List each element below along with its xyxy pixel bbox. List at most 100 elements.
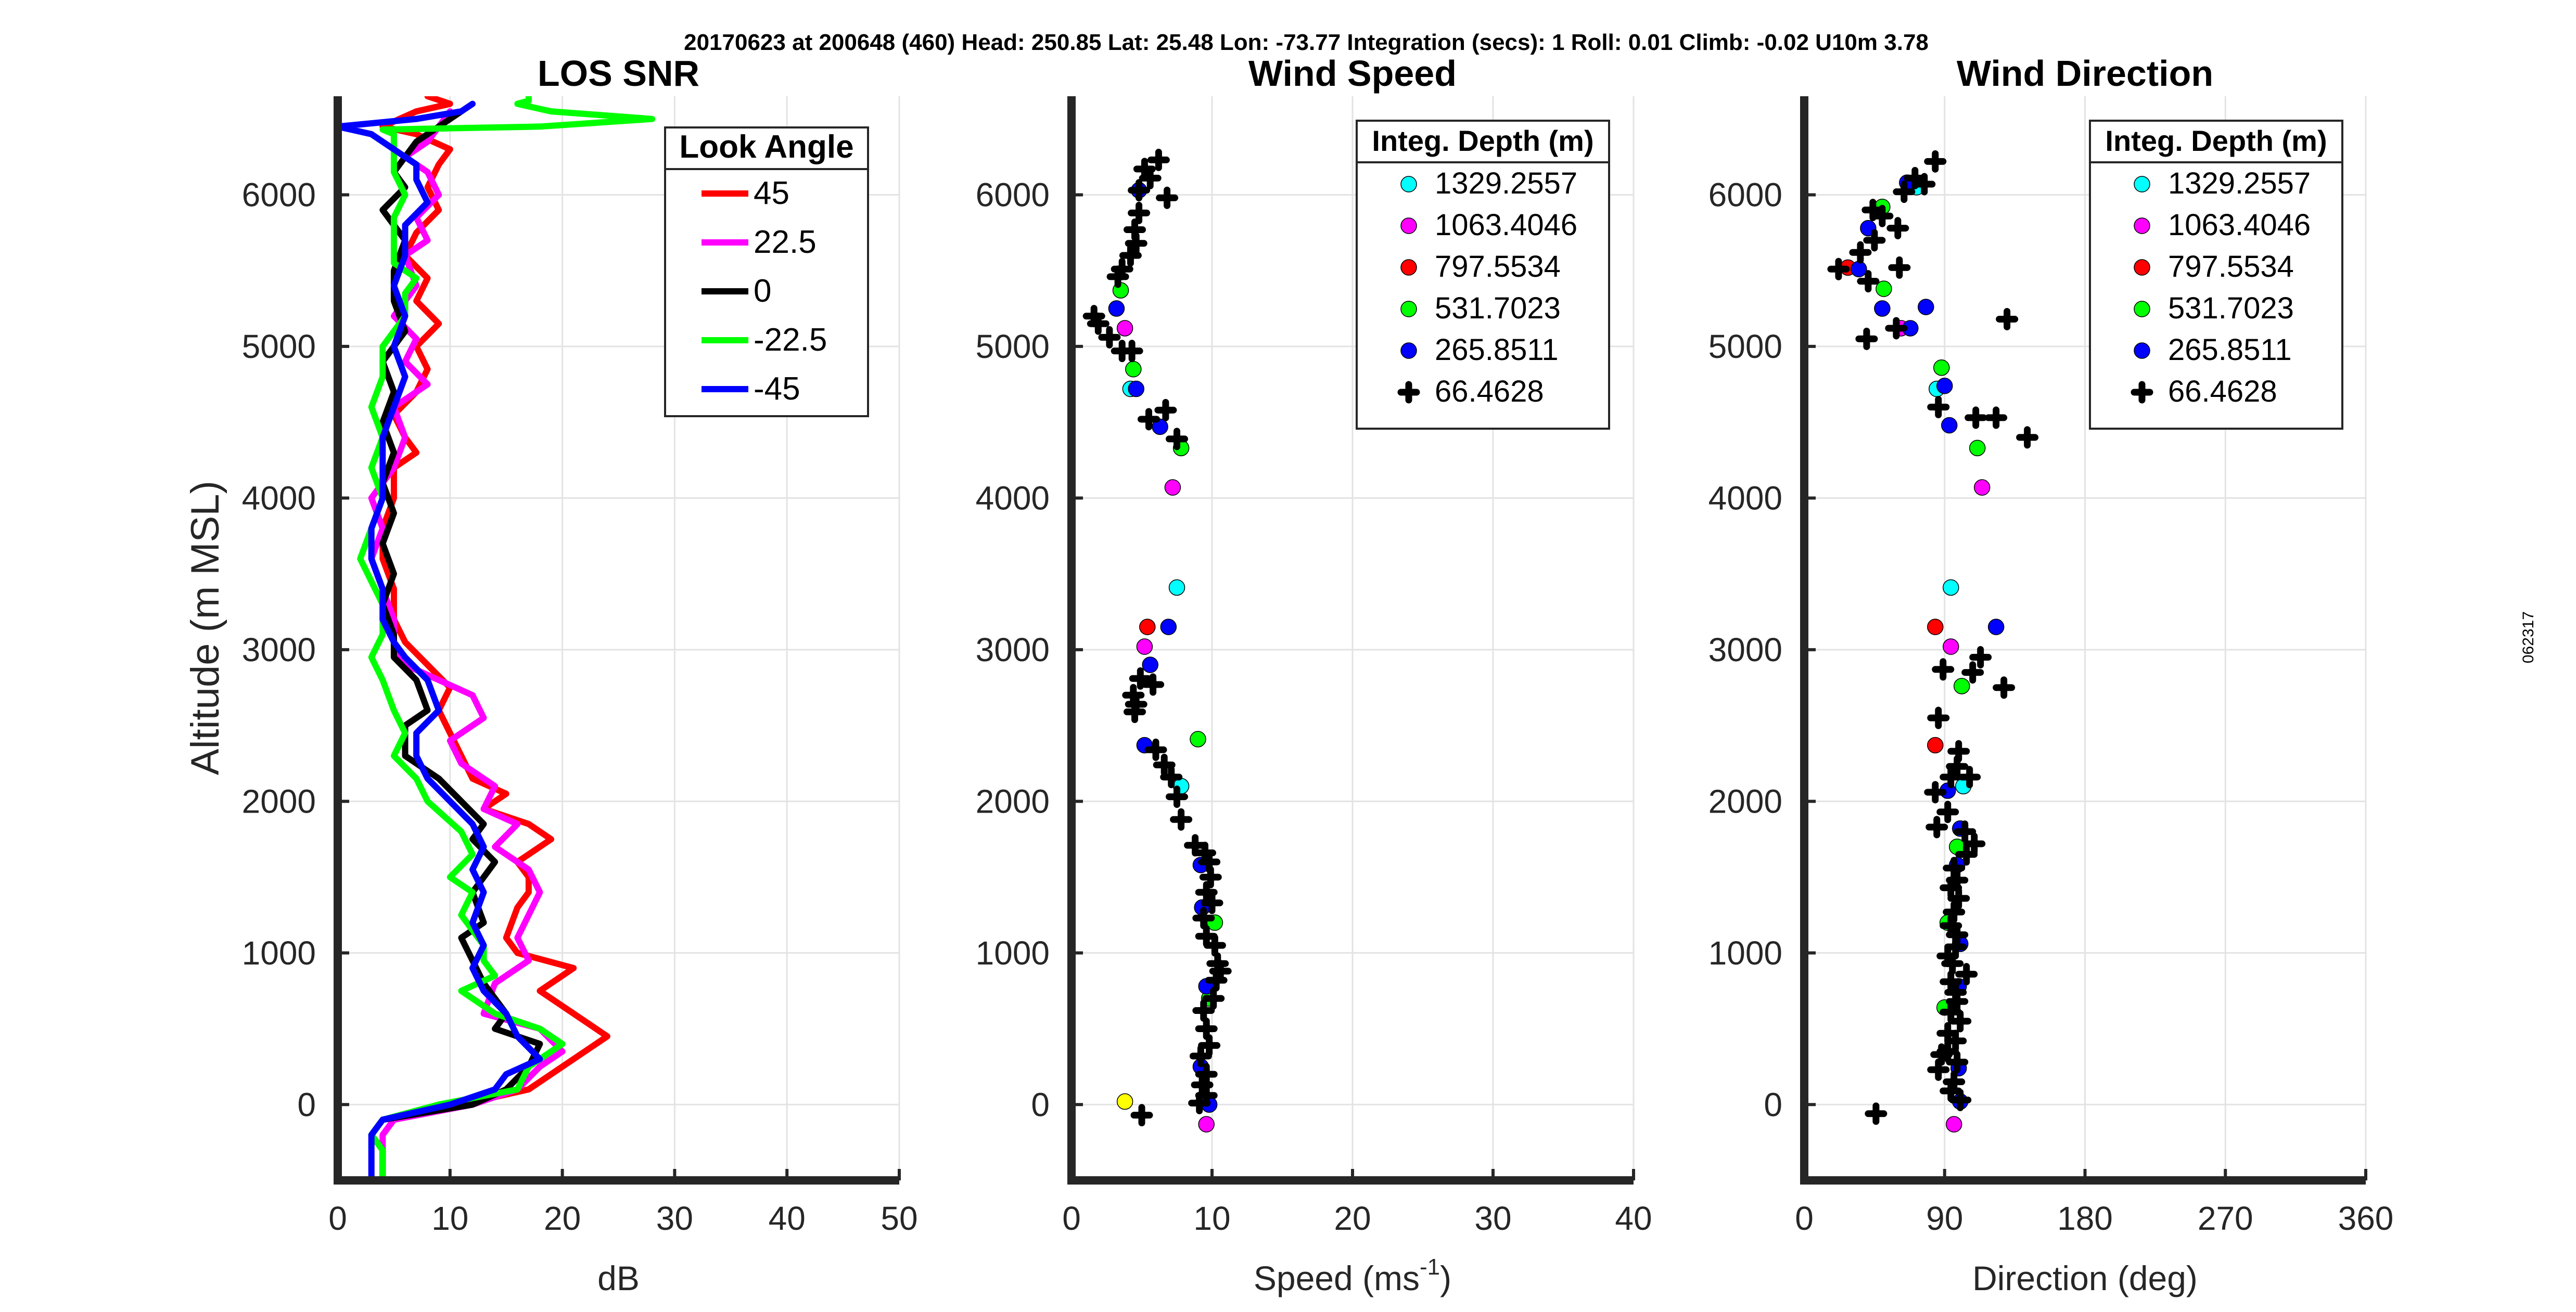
point-66-4628 — [1924, 781, 1947, 804]
point-66-4628 — [1198, 1034, 1221, 1057]
point-66-4628 — [1927, 396, 1950, 419]
x-tick-label: 0 — [1062, 1200, 1081, 1237]
y-tick-label: 4000 — [1708, 479, 1782, 517]
point-66-4628 — [1955, 843, 1978, 866]
point-66-4628 — [1125, 232, 1147, 255]
legend-label: 797.5534 — [2168, 250, 2294, 284]
point-66-4628 — [1946, 1051, 1969, 1074]
legend-label: 0 — [754, 273, 771, 309]
point-66-4628 — [1930, 1043, 1953, 1066]
point-66-4628 — [1969, 646, 1992, 668]
x-axis-label-end: ) — [1440, 1259, 1451, 1297]
point-66-4628 — [1087, 312, 1110, 335]
x-tick-label: 20 — [544, 1200, 581, 1237]
point-66-4628 — [1827, 258, 1850, 280]
point-66-4628 — [1144, 738, 1167, 761]
point-66-4628 — [1139, 166, 1162, 189]
legend-swatch-531-7023 — [1400, 301, 1417, 317]
legend-swatch-797-5534 — [2134, 259, 2150, 276]
x-tick-label: 360 — [2338, 1200, 2394, 1237]
point-66-4628 — [1865, 1102, 1888, 1125]
point-66-4628 — [1138, 408, 1160, 431]
point-66-4628 — [1128, 179, 1151, 202]
y-tick-label: 2000 — [242, 782, 316, 820]
point-66-4628 — [1940, 1079, 1962, 1102]
legend-label: -22.5 — [754, 322, 827, 358]
x-tick-label: 180 — [2057, 1200, 2113, 1237]
legend-title: Integ. Depth (m) — [2105, 124, 2327, 157]
legend-label: 22.5 — [754, 224, 817, 260]
point-1063-4046 — [1136, 638, 1153, 655]
point-265-8511 — [1987, 619, 2005, 635]
y-tick-label: 3000 — [242, 631, 316, 668]
x-tick-label: 0 — [1795, 1200, 1814, 1237]
point-66-4628 — [1944, 1030, 1967, 1052]
x-tick-label: 10 — [1193, 1200, 1230, 1237]
chart-title: Wind Direction — [1957, 53, 2213, 94]
legend-swatch-1063-4046 — [2134, 217, 2150, 234]
point-66-4628 — [1098, 326, 1121, 349]
wind-direction-panel: 0 90 180 270 360 0 1000 2000 3000 4000 5000 6000 Win… — [1708, 53, 2394, 1297]
legend-label: 66.4628 — [2168, 375, 2277, 408]
x-tick-label: 30 — [1474, 1200, 1511, 1237]
point-66-4628 — [1924, 150, 1947, 173]
point-1329-2557 — [1168, 579, 1185, 596]
legend: Look Angle 45 22.5 0 -22.5 -45 — [664, 126, 869, 417]
legend-label: 265.8511 — [1435, 333, 1559, 367]
legend-label: 66.4628 — [1435, 375, 1544, 408]
x-tick-label: 20 — [1334, 1200, 1371, 1237]
point-265-8511 — [1142, 657, 1158, 673]
legend-label: 1063.4046 — [2168, 208, 2311, 242]
point-66-4628 — [1940, 766, 1962, 789]
point-66-4628 — [1857, 270, 1880, 293]
x-tick-label: 270 — [2198, 1200, 2253, 1237]
legend-label: 1063.4046 — [1435, 208, 1577, 242]
y-tick-label: 0 — [1764, 1086, 1782, 1123]
x-tick-label: 90 — [1926, 1200, 1963, 1237]
x-axis-label-main: Direction (deg) — [1972, 1259, 2198, 1297]
point-265-8511 — [1874, 300, 1891, 317]
plot-area — [338, 96, 656, 1180]
point-66-4628 — [1203, 934, 1226, 957]
y-tick-label: 6000 — [976, 176, 1050, 213]
y-tick-label: 2000 — [976, 782, 1050, 820]
x-axis-label: Speed (ms-1) — [1254, 1254, 1451, 1297]
legend-swatch-265-8511 — [2134, 342, 2150, 359]
legend-swatch-1063-4046 — [1400, 217, 1417, 234]
y-tick-label: 4000 — [242, 479, 316, 517]
series-line-22-5 — [357, 96, 656, 1180]
point-66-4628 — [2016, 426, 2039, 449]
legend-label: 531.7023 — [1435, 291, 1561, 325]
point-66-4628 — [1130, 1104, 1153, 1127]
legend-swatch-1329-2557 — [2134, 176, 2150, 192]
y-tick-label: 5000 — [1708, 328, 1782, 365]
point-66-4628 — [1195, 925, 1218, 948]
chart-title: Wind Speed — [1248, 53, 1457, 94]
point-1063-4046 — [1973, 479, 1991, 496]
point-265-8511 — [1108, 300, 1125, 317]
point-66-4628 — [1925, 816, 1948, 839]
point-1063-4046 — [1164, 479, 1181, 496]
chart-title: LOS SNR — [538, 53, 699, 94]
point-66-4628 — [1871, 204, 1894, 227]
x-axis-label-main: dB — [597, 1259, 640, 1297]
plot-area — [1827, 150, 2039, 1133]
legend-box — [2089, 120, 2343, 430]
point-66-4628 — [1936, 801, 1959, 824]
point-1063-4046 — [1198, 1116, 1215, 1133]
point-66-4628 — [1996, 307, 2019, 330]
legend-box — [664, 126, 869, 417]
y-tick-label: 3000 — [976, 631, 1050, 668]
point-1329-2557 — [1942, 579, 1959, 596]
point-66-4628 — [1927, 1058, 1950, 1081]
point-66-4628 — [1201, 892, 1223, 915]
legend-swatch-1329-2557 — [1400, 176, 1417, 192]
y-tick-label: 5000 — [242, 328, 316, 365]
point-531-7023 — [1969, 440, 1986, 456]
legend-label: 45 — [754, 175, 789, 211]
y-tick-label: 1000 — [976, 934, 1050, 972]
point-1063-4046 — [1942, 638, 1959, 655]
point-66-4628 — [1166, 428, 1188, 451]
x-axis-label: dB — [597, 1259, 640, 1297]
y-tick-label: 1000 — [242, 934, 316, 972]
